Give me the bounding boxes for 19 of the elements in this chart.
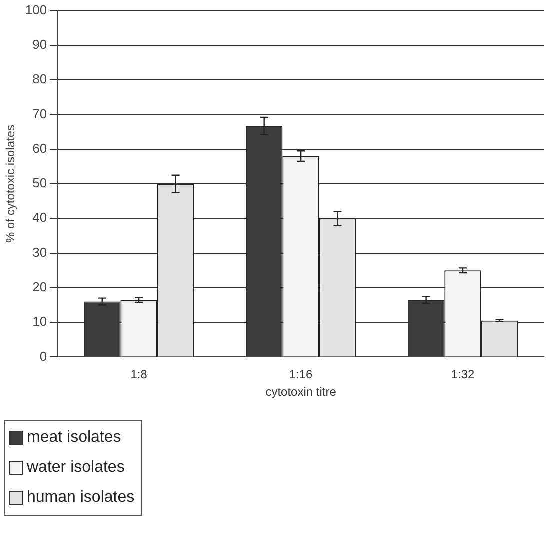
y-tick-label: 90: [32, 37, 48, 52]
y-tick-label: 10: [32, 314, 48, 330]
x-axis-title: cytotoxin titre: [266, 385, 337, 400]
y-tick-label: 30: [32, 244, 48, 260]
y-tick-label: 100: [25, 2, 48, 18]
x-tick-label: 1:32: [451, 368, 476, 382]
x-tick-label: 1:8: [130, 368, 148, 382]
y-tick-label: 20: [32, 280, 48, 294]
y-axis-title: % of cytotoxic isolates: [4, 124, 18, 244]
y-tick-label: 50: [32, 176, 48, 191]
y-tick-label: 0: [40, 348, 48, 364]
y-tick-label: 60: [32, 140, 48, 156]
legend-label: water isolates: [27, 459, 125, 477]
legend-label: human isolates: [27, 489, 135, 507]
y-tick-label: 80: [32, 72, 48, 87]
y-tick-label: 40: [32, 210, 48, 226]
y-tick-label: 70: [32, 106, 48, 122]
x-tick-label: 1:16: [289, 368, 314, 382]
legend-label: meat isolates: [27, 429, 122, 447]
